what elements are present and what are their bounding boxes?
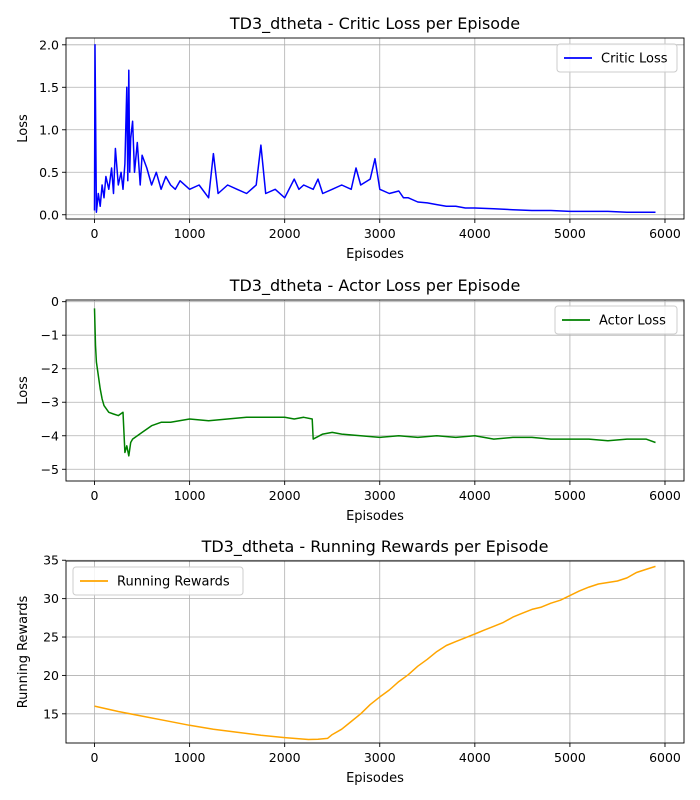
- x-tick-label: 4000: [459, 226, 491, 241]
- x-tick-label: 4000: [459, 488, 491, 503]
- y-tick-label: −2: [41, 361, 59, 376]
- x-axis-label: Episodes: [346, 247, 404, 262]
- x-tick-label: 5000: [554, 488, 586, 503]
- chart-title: TD3_dtheta - Critic Loss per Episode: [229, 14, 520, 34]
- x-tick-label: 6000: [649, 750, 681, 765]
- y-axis-label: Loss: [16, 114, 31, 143]
- x-tick-label: 0: [91, 488, 99, 503]
- series-line-1: [93, 44, 656, 213]
- y-tick-label: 1.0: [39, 122, 59, 137]
- x-axis-label: Episodes: [346, 771, 404, 786]
- x-tick-label: 2000: [269, 488, 301, 503]
- x-tick-label: 3000: [364, 226, 396, 241]
- x-tick-label: 4000: [459, 750, 491, 765]
- legend-label: Actor Loss: [599, 314, 666, 329]
- chart-title: TD3_dtheta - Running Rewards per Episode: [201, 537, 549, 557]
- x-tick-label: 2000: [269, 226, 301, 241]
- chart-panel-1: 0 1000 2000 3000 4000 5000 6000 0.0 0.5 1.0 1.5 2.0…: [16, 14, 685, 262]
- legend: Running Rewards: [72, 566, 244, 596]
- y-tick-label: −1: [41, 328, 59, 343]
- legend-label: Running Rewards: [117, 575, 230, 590]
- legend-box: [72, 566, 244, 596]
- series-line-1: [94, 565, 656, 741]
- chart-panel-2: 0 1000 2000 3000 4000 5000 6000 0 −1 −2 −3 −4 −5 TD3_…: [16, 276, 685, 524]
- y-tick-label: −5: [41, 462, 59, 477]
- x-tick-label: 0: [91, 226, 99, 241]
- plot-frame: [65, 299, 685, 482]
- plot-frame: [65, 37, 685, 220]
- y-tick-label: 0.5: [39, 165, 59, 180]
- x-tick-label: 6000: [649, 226, 681, 241]
- x-tick-label: 1000: [174, 488, 206, 503]
- x-tick-label: 3000: [364, 750, 396, 765]
- legend-box: [554, 305, 678, 335]
- y-tick-label: 0: [51, 294, 59, 309]
- series-line-1: [93, 308, 656, 457]
- y-tick-label: −4: [41, 428, 59, 443]
- y-axis-label: Loss: [16, 376, 31, 405]
- y-tick-label: 2.0: [39, 37, 59, 52]
- x-tick-label: 1000: [174, 750, 206, 765]
- chart-title: TD3_dtheta - Actor Loss per Episode: [229, 276, 521, 296]
- y-tick-label: 20: [43, 668, 59, 683]
- y-tick-label: 35: [43, 553, 59, 568]
- legend: Critic Loss: [556, 43, 678, 73]
- chart-panel-3: 0 1000 2000 3000 4000 5000 6000 15 20 25 30 35 TD3_d…: [16, 537, 685, 786]
- x-tick-label: 0: [91, 750, 99, 765]
- y-tick-label: −3: [41, 395, 59, 410]
- legend-label: Critic Loss: [601, 52, 668, 67]
- y-axis-label: Running Rewards: [16, 595, 31, 708]
- x-tick-label: 3000: [364, 488, 396, 503]
- y-tick-label: 30: [43, 591, 59, 606]
- x-tick-label: 1000: [174, 226, 206, 241]
- x-tick-label: 6000: [649, 488, 681, 503]
- y-tick-label: 1.5: [39, 80, 59, 95]
- x-axis-label: Episodes: [346, 509, 404, 524]
- x-tick-label: 5000: [554, 226, 586, 241]
- y-tick-label: 0.0: [39, 207, 59, 222]
- plot-frame: [65, 560, 685, 744]
- x-tick-label: 2000: [269, 750, 301, 765]
- y-tick-label: 25: [43, 630, 59, 645]
- y-tick-label: 15: [43, 706, 59, 721]
- legend: Actor Loss: [554, 305, 678, 335]
- legend-box: [556, 43, 678, 73]
- x-tick-label: 5000: [554, 750, 586, 765]
